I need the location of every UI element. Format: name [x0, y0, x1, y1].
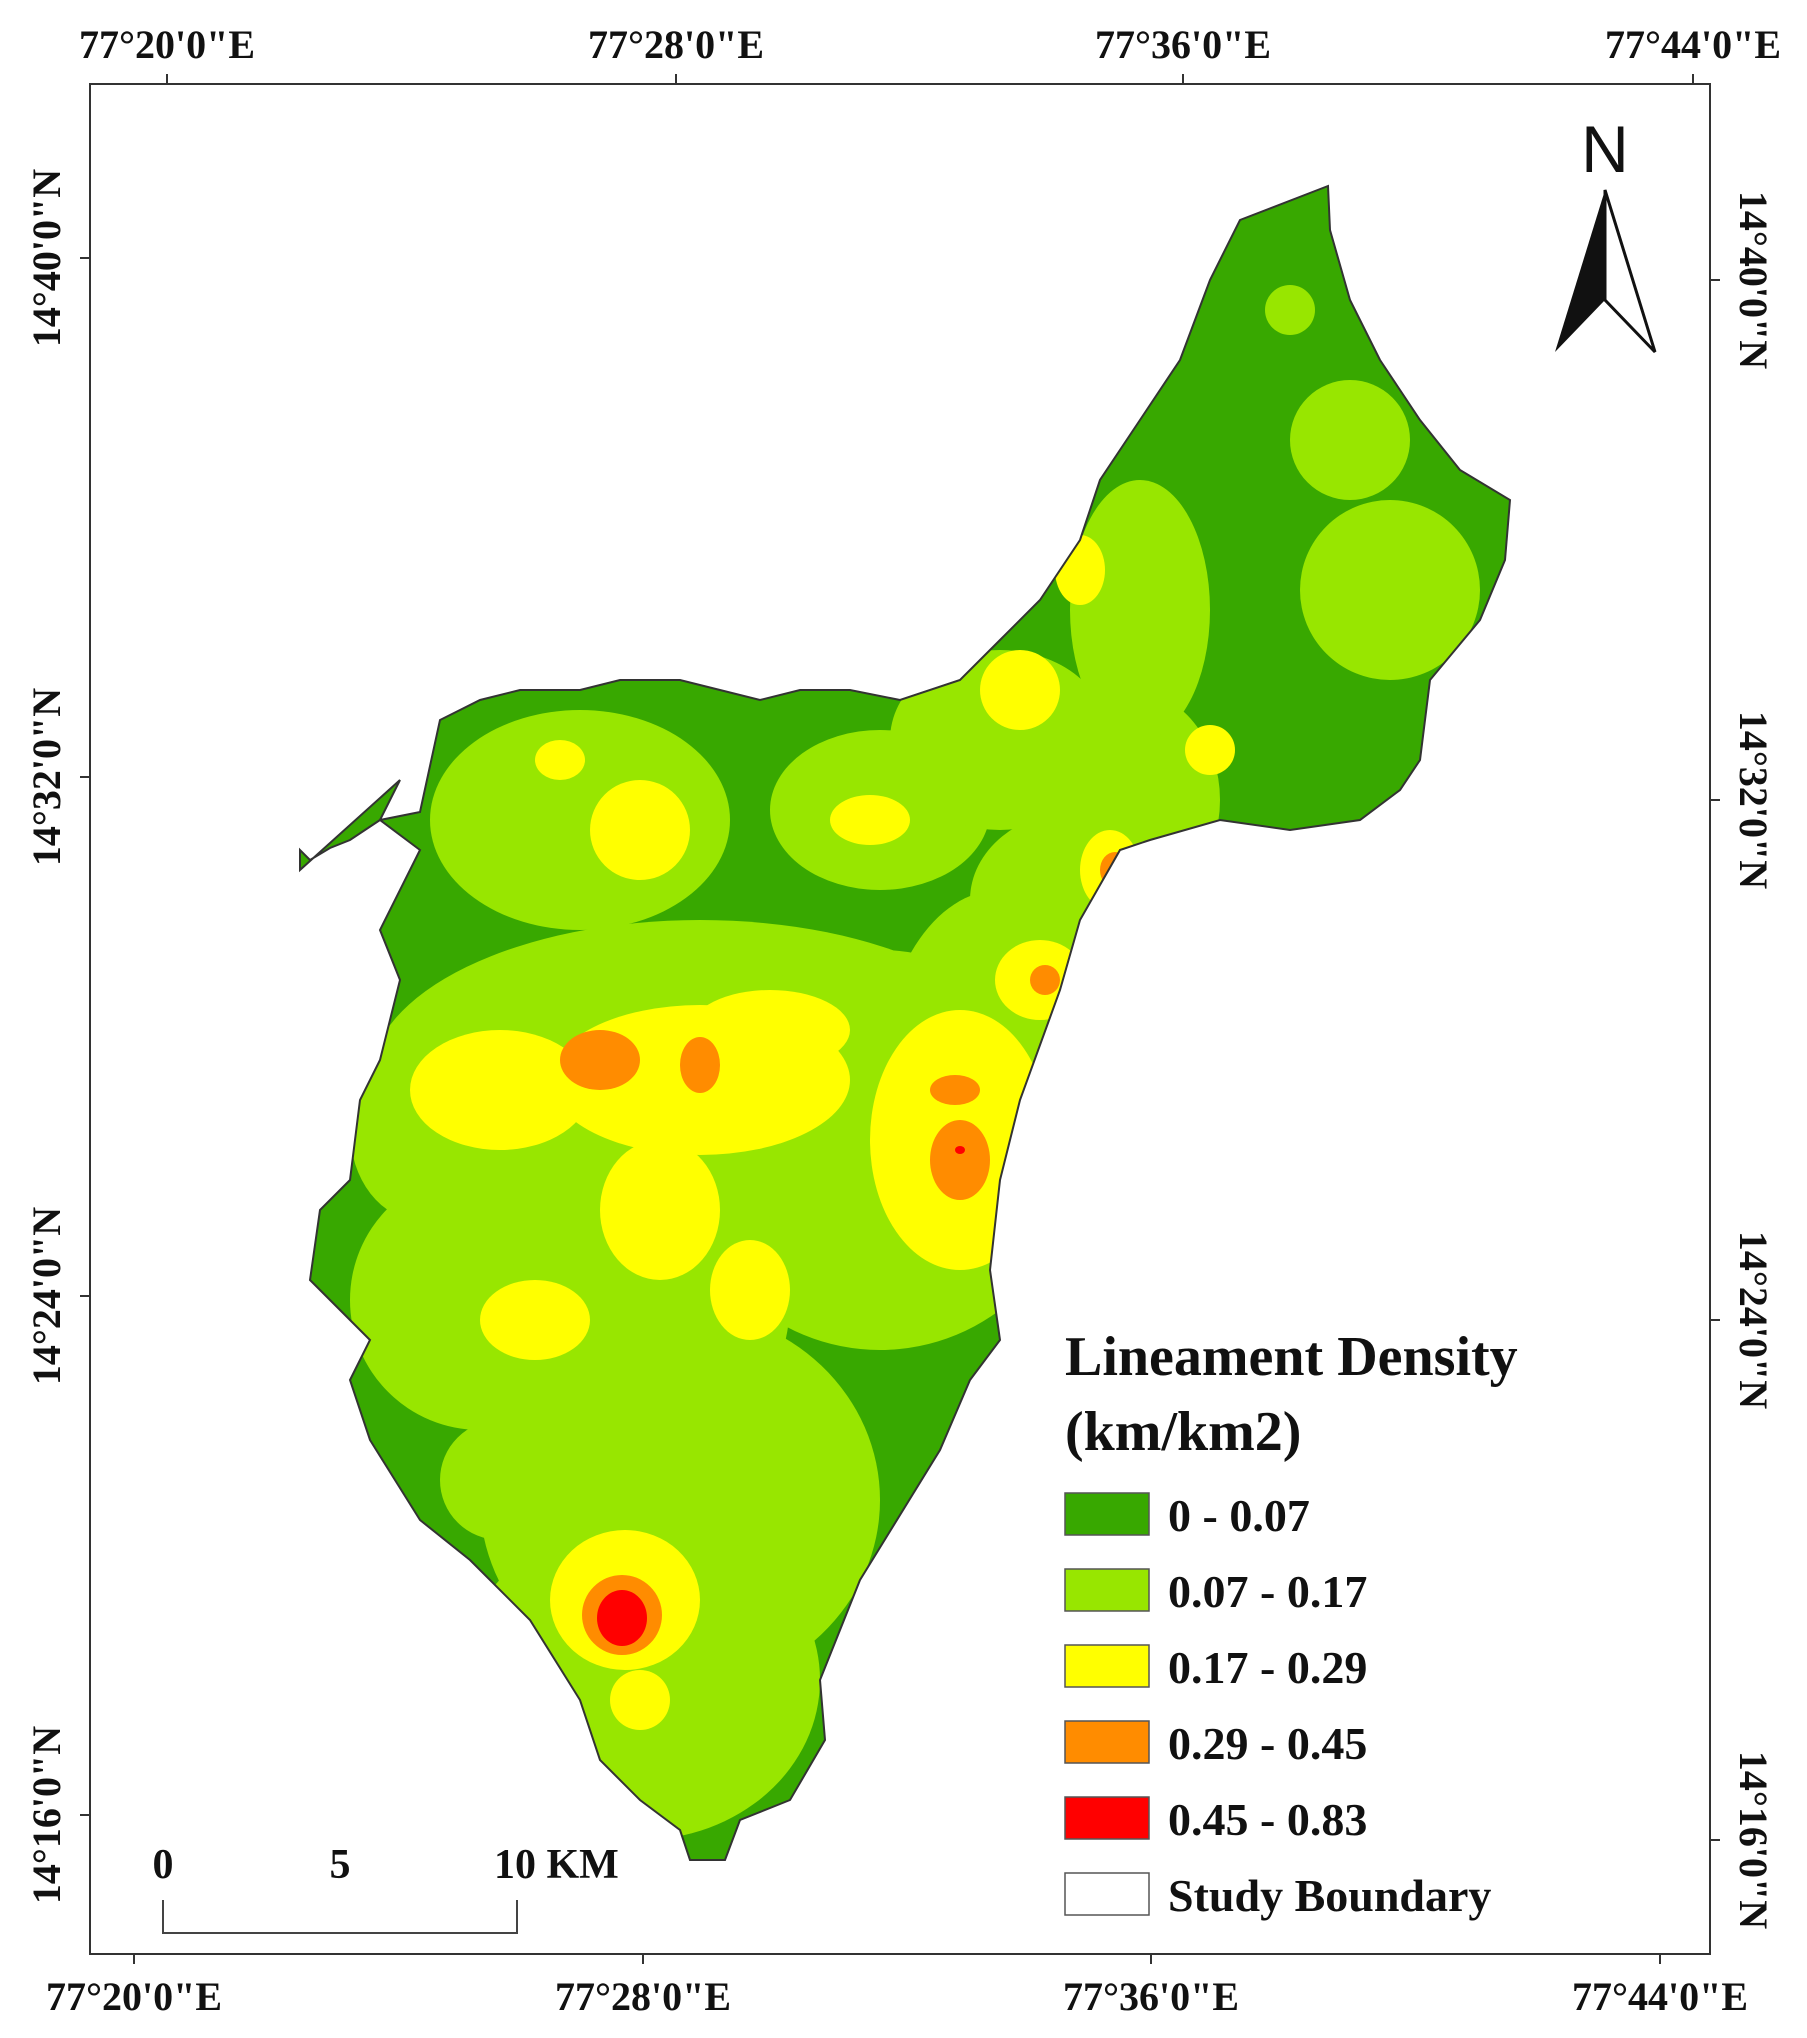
scale-label-0: 0	[153, 1842, 174, 1888]
legend-label-0: 0 - 0.07	[1168, 1490, 1310, 1541]
left-tick-label-3: 14°24'0"N	[24, 1207, 69, 1385]
left-tick-label-1: 14°40'0"N	[24, 169, 69, 347]
study-boundary-outline	[299, 184, 1512, 1861]
legend-swatch-4	[1064, 1796, 1150, 1840]
legend: Lineament Density (km/km2) 0 - 0.07 0.07…	[1064, 1326, 1518, 1921]
right-tick-label-4: 14°16'0"N	[1731, 1751, 1776, 1929]
legend-swatch-1	[1064, 1568, 1150, 1612]
top-tick-label-4: 77°44'0"E	[1605, 22, 1781, 67]
legend-label-2: 0.17 - 0.29	[1168, 1642, 1367, 1693]
right-tick-label-3: 14°24'0"N	[1731, 1231, 1776, 1409]
scale-label-5: 5	[330, 1842, 351, 1888]
left-tick-label-2: 14°32'0"N	[24, 688, 69, 866]
legend-label-1: 0.07 - 0.17	[1168, 1566, 1367, 1617]
scale-label-10: 10 KM	[494, 1842, 619, 1888]
legend-title-line2: (km/km2)	[1065, 1401, 1301, 1463]
bottom-tick-label-3: 77°36'0"E	[1063, 1974, 1239, 2019]
top-tick-label-3: 77°36'0"E	[1095, 22, 1271, 67]
legend-label-boundary: Study Boundary	[1168, 1870, 1491, 1921]
bottom-tick-label-4: 77°44'0"E	[1572, 1974, 1748, 2019]
legend-swatch-3	[1064, 1720, 1150, 1764]
right-tick-label-2: 14°32'0"N	[1731, 711, 1776, 889]
north-arrow-icon: N	[1555, 112, 1657, 354]
legend-swatch-boundary	[1064, 1872, 1150, 1916]
top-tick-label-2: 77°28'0"E	[588, 22, 764, 67]
bottom-tick-label-2: 77°28'0"E	[555, 1974, 731, 2019]
top-tick-label-1: 77°20'0"E	[79, 22, 255, 67]
legend-title-line1: Lineament Density	[1065, 1326, 1518, 1388]
legend-label-4: 0.45 - 0.83	[1168, 1794, 1367, 1845]
legend-swatch-2	[1064, 1644, 1150, 1688]
north-label: N	[1581, 112, 1629, 186]
legend-swatch-0	[1064, 1492, 1150, 1536]
left-tick-label-4: 14°16'0"N	[24, 1726, 69, 1904]
right-tick-label-1: 14°40'0"N	[1731, 191, 1776, 369]
scale-bar: 0 5 10 KM	[153, 1842, 619, 1934]
frame-ticks	[80, 74, 1720, 1964]
legend-label-3: 0.29 - 0.45	[1168, 1718, 1367, 1769]
bottom-tick-label-1: 77°20'0"E	[46, 1974, 222, 2019]
